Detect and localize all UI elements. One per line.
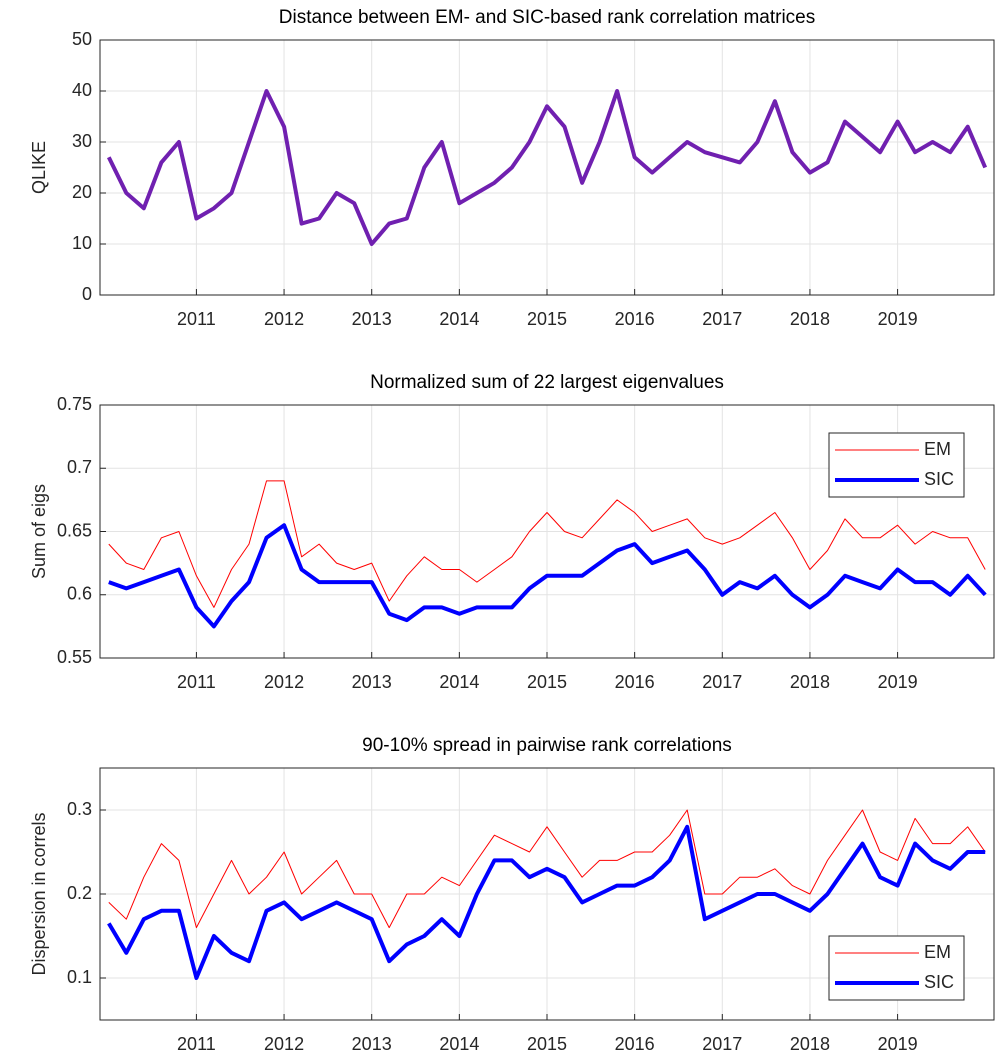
legend: EM SIC xyxy=(828,935,965,1001)
x-tick-label: 2011 xyxy=(177,1034,216,1054)
y-tick-label: 40 xyxy=(72,80,92,100)
x-tick-label: 2014 xyxy=(439,309,479,329)
y-tick-label: 0.7 xyxy=(67,457,92,477)
x-tick-label: 2011 xyxy=(177,309,216,329)
y-tick-label: 0.2 xyxy=(67,883,92,903)
data-line xyxy=(108,523,987,629)
legend-label: SIC xyxy=(924,469,954,489)
y-tick-label: 50 xyxy=(72,29,92,49)
x-tick-label: 2013 xyxy=(352,672,392,692)
x-tick-label: 2019 xyxy=(878,309,918,329)
y-axis-label: Sum of eigs xyxy=(29,484,49,579)
y-tick-label: 10 xyxy=(72,233,92,253)
chart-title: 90-10% spread in pairwise rank correlati… xyxy=(362,735,732,756)
x-tick-label: 2019 xyxy=(878,672,918,692)
y-tick-label: 20 xyxy=(72,182,92,202)
y-tick-label: 0 xyxy=(82,284,92,304)
chart-title: Distance between EM- and SIC-based rank … xyxy=(279,7,815,28)
x-tick-label: 2014 xyxy=(439,672,479,692)
x-tick-label: 2015 xyxy=(527,309,567,329)
y-tick-label: 0.65 xyxy=(57,520,92,540)
axes-box xyxy=(99,404,995,659)
x-tick-label: 2015 xyxy=(527,1034,567,1054)
y-tick-label: 0.6 xyxy=(67,584,92,604)
x-tick-label: 2019 xyxy=(878,1034,918,1054)
chart-title: Normalized sum of 22 largest eigenvalues xyxy=(370,372,724,393)
x-tick-label: 2017 xyxy=(702,672,742,692)
data-line xyxy=(107,824,986,980)
legend: EM SIC xyxy=(828,432,965,498)
x-tick-label: 2012 xyxy=(264,309,304,329)
x-tick-label: 2018 xyxy=(790,309,830,329)
y-tick-label: 0.1 xyxy=(67,967,92,987)
data-line xyxy=(107,89,988,246)
y-tick-label: 0.55 xyxy=(57,647,92,667)
x-tick-label: 2016 xyxy=(615,1034,655,1054)
x-tick-label: 2018 xyxy=(790,1034,830,1054)
x-tick-label: 2017 xyxy=(702,309,742,329)
x-tick-label: 2013 xyxy=(352,309,392,329)
y-tick-label: 0.3 xyxy=(67,799,92,819)
legend-box xyxy=(828,935,965,1001)
x-tick-label: 2017 xyxy=(702,1034,742,1054)
x-tick-label: 2018 xyxy=(790,672,830,692)
axes-box xyxy=(99,767,995,1021)
x-tick-label: 2011 xyxy=(177,672,216,692)
x-tick-label: 2016 xyxy=(615,309,655,329)
x-tick-label: 2012 xyxy=(264,1034,304,1054)
axes-box xyxy=(99,39,995,296)
x-tick-label: 2015 xyxy=(527,672,567,692)
y-tick-label: 30 xyxy=(72,131,92,151)
x-tick-label: 2016 xyxy=(615,672,655,692)
x-tick-label: 2013 xyxy=(352,1034,392,1054)
legend-box xyxy=(828,432,965,498)
data-line xyxy=(108,480,986,608)
x-tick-label: 2012 xyxy=(264,672,304,692)
x-tick-label: 2014 xyxy=(439,1034,479,1054)
y-tick-label: 0.75 xyxy=(57,394,92,414)
legend-label: EM xyxy=(924,942,951,962)
legend-label: EM xyxy=(924,439,951,459)
legend-label: SIC xyxy=(924,972,954,992)
data-line xyxy=(108,809,986,929)
y-axis-label: Dispersion in correls xyxy=(29,812,49,975)
y-axis-label: QLIKE xyxy=(29,141,49,194)
